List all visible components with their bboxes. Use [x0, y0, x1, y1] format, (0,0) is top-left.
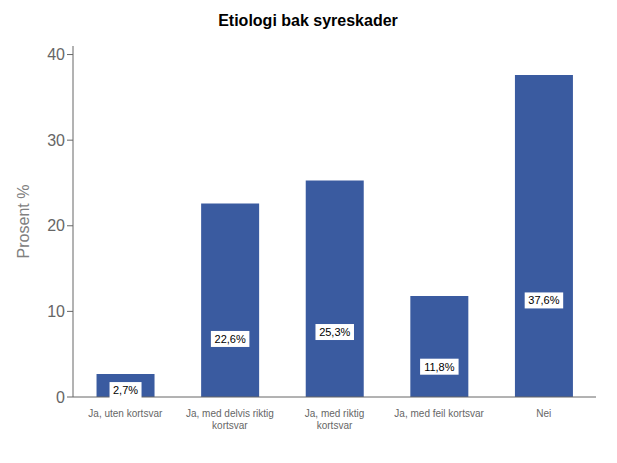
svg-text:Ja, med feil kortsvar: Ja, med feil kortsvar [394, 408, 484, 419]
svg-text:Prosent %: Prosent % [15, 185, 32, 259]
svg-text:10: 10 [47, 303, 65, 320]
svg-text:Ja, med riktigkortsvar: Ja, med riktigkortsvar [305, 408, 364, 431]
svg-text:22,6%: 22,6% [215, 333, 246, 345]
svg-text:Nei: Nei [536, 408, 551, 419]
svg-text:11,8%: 11,8% [424, 361, 455, 373]
svg-text:Ja, med delvis riktigkortsvar: Ja, med delvis riktigkortsvar [186, 408, 274, 431]
svg-text:30: 30 [47, 132, 65, 149]
html-text:Etiologi bak syreskader: Etiologi bak syreskader [218, 12, 398, 29]
svg-text:0: 0 [56, 389, 65, 406]
svg-text:40: 40 [47, 46, 65, 63]
svg-text:20: 20 [47, 217, 65, 234]
svg-text:25,3%: 25,3% [319, 326, 350, 338]
svg-text:Ja, uten kortsvar: Ja, uten kortsvar [88, 408, 163, 419]
svg-text:2,7%: 2,7% [113, 384, 138, 396]
svg-text:37,6%: 37,6% [528, 294, 559, 306]
